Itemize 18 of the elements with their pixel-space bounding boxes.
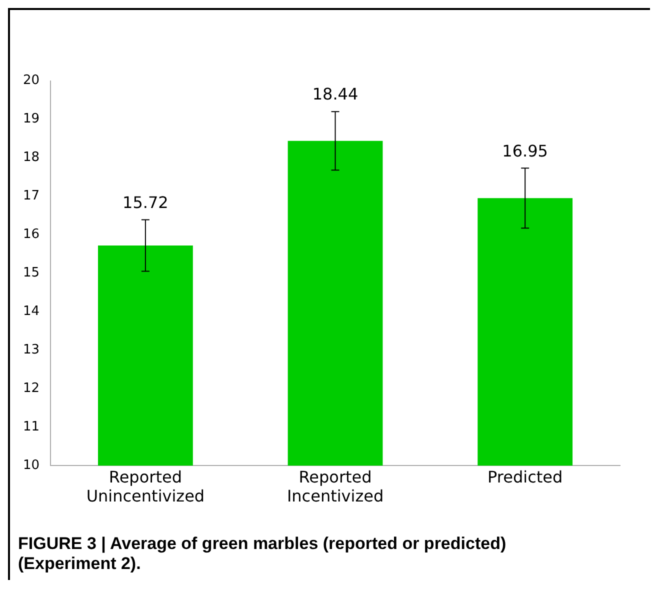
data-label: 16.95 [502,141,548,160]
data-label: 18.44 [312,84,358,104]
y-tick-label: 17 [22,188,40,204]
x-tick-label: Reported Incentivized [286,467,384,506]
y-tick-label: 18 [22,150,40,166]
y-tick-label: 19 [22,112,40,127]
data-label: 15.72 [122,192,168,212]
y-tick-label: 12 [22,381,40,396]
y-tick-label: 11 [22,419,40,434]
y-tick-label: 13 [22,342,40,358]
y-tick-label: 10 [22,458,40,473]
y-tick-label: 16 [22,227,40,242]
y-tick-label: 15 [22,266,40,281]
text: FIGURE 3 | Average of green marbles (reported or predicted) (Experiment 2). [17,533,508,575]
y-tick-label: 14 [22,304,40,320]
y-tick-label: 20 [22,73,40,88]
x-tick-label: Reported Unincentivized [86,467,205,506]
x-tick-label: Predicted [488,467,563,486]
